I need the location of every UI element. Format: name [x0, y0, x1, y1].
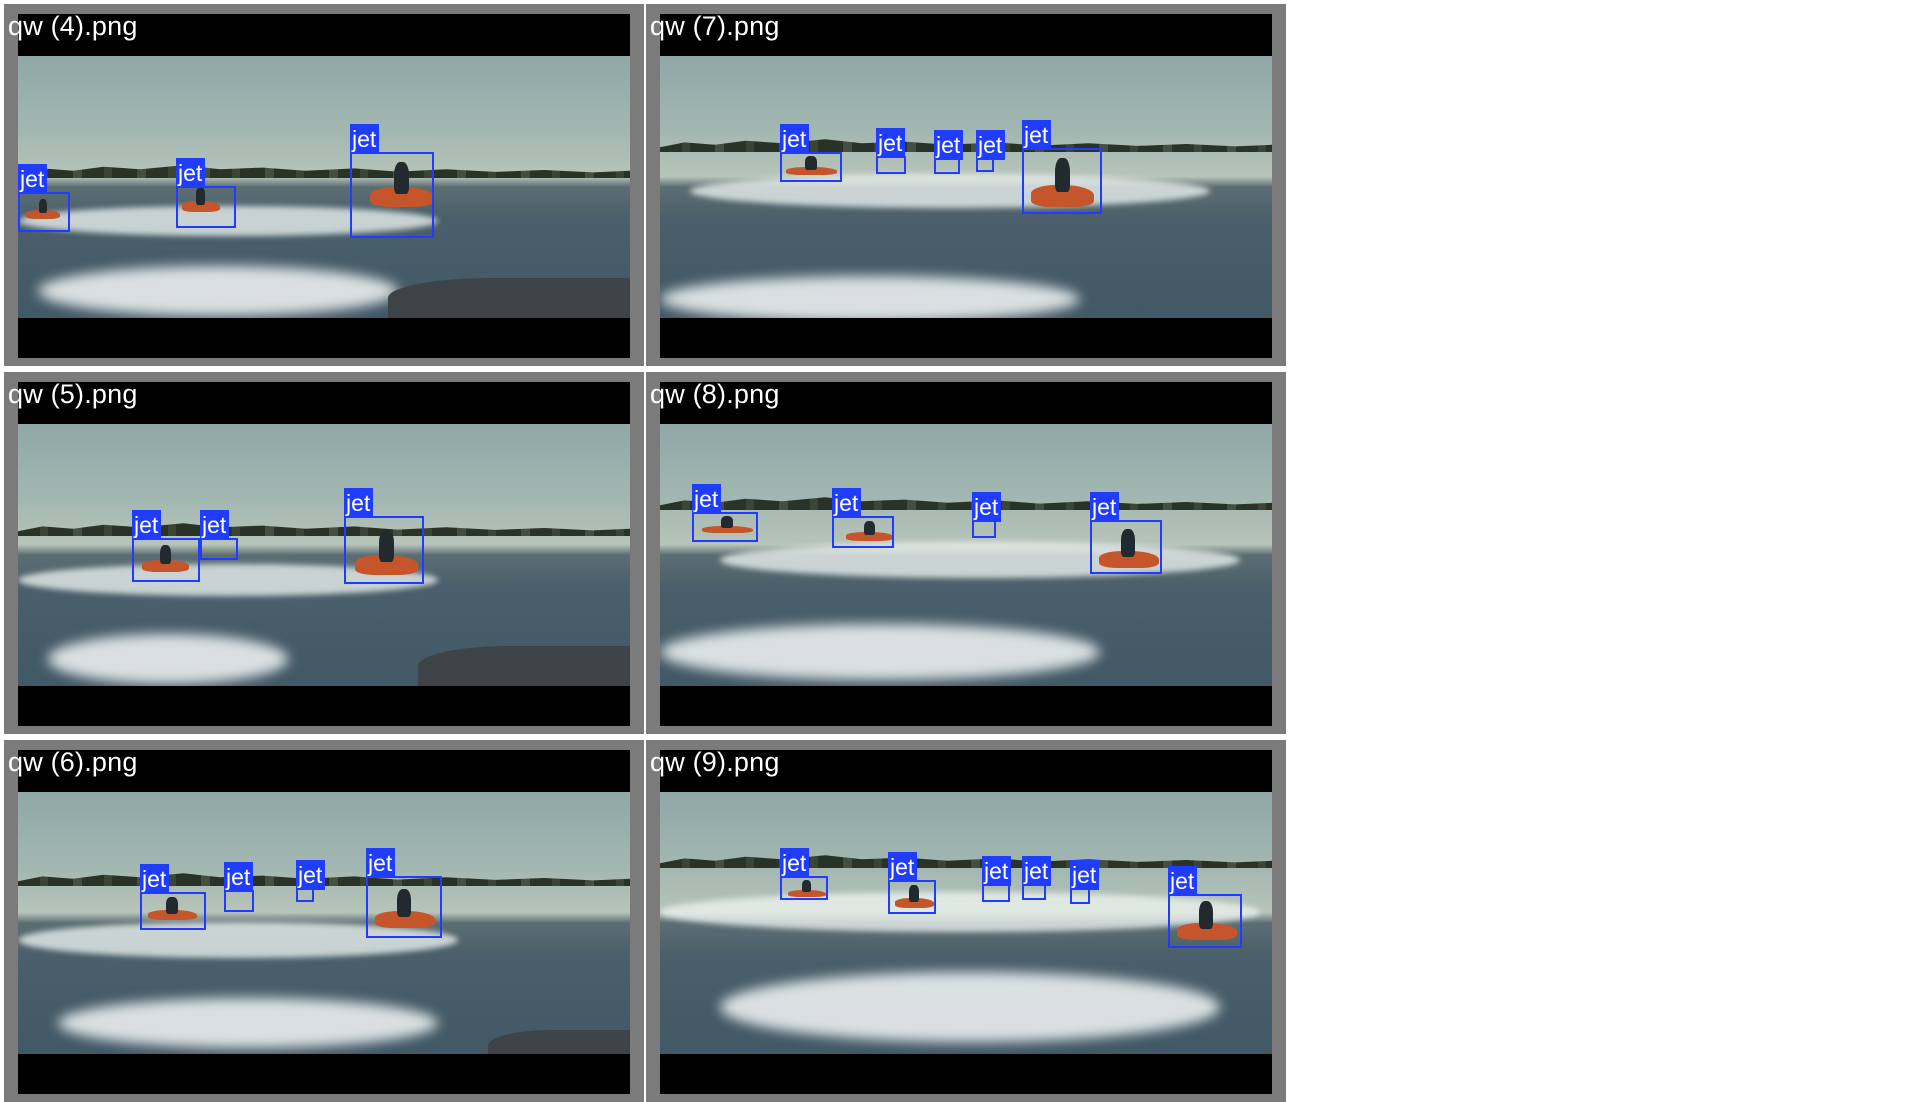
detection-box: jet — [1090, 492, 1162, 574]
detection-box: jet — [350, 124, 434, 238]
detection-label: jet — [344, 488, 374, 518]
tile-filename: qw (5).png — [8, 379, 138, 409]
detection-label: jet — [934, 130, 964, 160]
detection-box: jet — [200, 510, 238, 560]
detection-label: jet — [832, 488, 862, 518]
detection-label: jet — [132, 510, 162, 540]
detection-box: jet — [176, 158, 236, 228]
tile-filename: qw (9).png — [650, 747, 780, 777]
tile-filename: qw (4).png — [8, 11, 138, 41]
detection-label: jet — [1070, 860, 1100, 890]
tile-filename: qw (8).png — [650, 379, 780, 409]
detection-box: jet — [18, 164, 70, 232]
detection-label: jet — [972, 492, 1002, 522]
image-tile[interactable]: qw (6).png jet jet jet jet — [4, 740, 644, 1102]
image-frame: jet jet jet jet jet jet — [660, 750, 1272, 1094]
detection-label: jet — [888, 852, 918, 882]
tile-filename: qw (7).png — [650, 11, 780, 41]
detection-box: jet — [972, 492, 1002, 538]
detection-box: jet — [982, 856, 1012, 902]
photo-scene — [18, 56, 630, 318]
detection-box: jet — [876, 128, 906, 174]
image-frame: jet jet jet jet jet — [660, 14, 1272, 358]
detection-box: jet — [832, 488, 894, 548]
photo-scene — [660, 56, 1272, 318]
photo-scene — [660, 792, 1272, 1054]
image-frame: jet jet jet jet — [18, 750, 630, 1094]
detection-box: jet — [296, 860, 326, 902]
detection-box: jet — [344, 488, 424, 584]
detection-label: jet — [1168, 866, 1198, 896]
photo-scene — [18, 792, 630, 1054]
detection-box: jet — [976, 130, 1006, 172]
image-frame: jet jet jet — [18, 14, 630, 358]
detection-box: jet — [1022, 120, 1102, 214]
detection-label: jet — [200, 510, 230, 540]
detection-box: jet — [934, 130, 964, 174]
detection-label: jet — [1090, 492, 1120, 522]
image-tile[interactable]: qw (7).png jet jet jet jet jet — [646, 4, 1286, 366]
image-tile[interactable]: qw (8).png jet jet jet jet — [646, 372, 1286, 734]
detection-label: jet — [224, 862, 254, 892]
detection-box: jet — [132, 510, 200, 582]
detection-label: jet — [976, 130, 1006, 160]
detection-label: jet — [176, 158, 206, 188]
detection-box: jet — [140, 864, 206, 930]
detection-box: jet — [780, 124, 842, 182]
detection-label: jet — [780, 848, 810, 878]
image-tile[interactable]: qw (4).png jet jet jet — [4, 4, 644, 366]
detection-box: jet — [692, 484, 758, 542]
detection-label: jet — [1022, 120, 1052, 150]
detection-label: jet — [876, 128, 906, 158]
detection-label: jet — [780, 124, 810, 154]
detection-label: jet — [1022, 856, 1052, 886]
detection-box: jet — [1022, 856, 1052, 900]
detection-box: jet — [224, 862, 254, 912]
detection-label: jet — [692, 484, 722, 514]
detection-label: jet — [366, 848, 396, 878]
detection-box: jet — [888, 852, 936, 914]
detection-label: jet — [982, 856, 1012, 886]
detection-label: jet — [350, 124, 380, 154]
detection-box: jet — [1070, 860, 1100, 904]
image-grid: qw (4).png jet jet jet qw (7).png — [4, 4, 1286, 1102]
detection-box: jet — [780, 848, 828, 900]
detection-label: jet — [18, 164, 48, 194]
detection-box: jet — [1168, 866, 1242, 948]
photo-scene — [660, 424, 1272, 686]
detection-label: jet — [296, 860, 326, 890]
image-tile[interactable]: qw (9).png jet jet jet jet jet jet — [646, 740, 1286, 1102]
detection-label: jet — [140, 864, 170, 894]
image-tile[interactable]: qw (5).png jet jet jet — [4, 372, 644, 734]
detection-box: jet — [366, 848, 442, 938]
tile-filename: qw (6).png — [8, 747, 138, 777]
image-frame: jet jet jet jet — [660, 382, 1272, 726]
photo-scene — [18, 424, 630, 686]
image-frame: jet jet jet — [18, 382, 630, 726]
